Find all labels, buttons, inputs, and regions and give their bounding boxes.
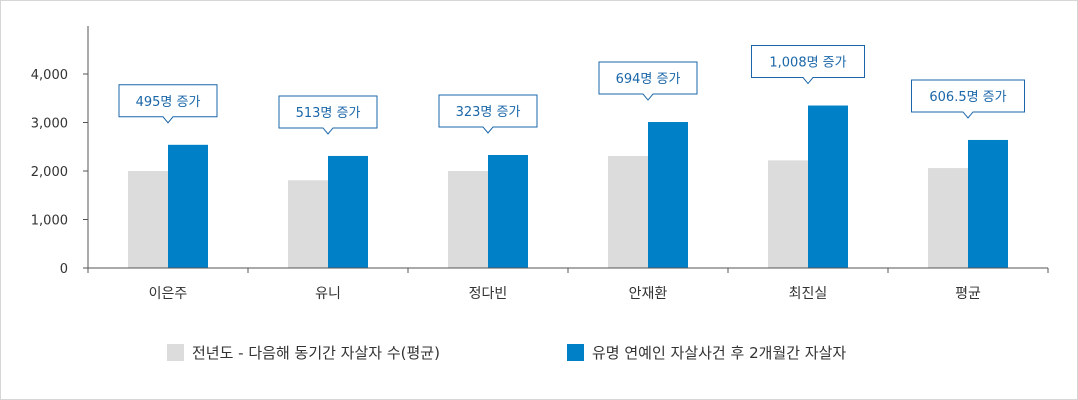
bar-prev: [128, 171, 168, 268]
callout-box: [278, 95, 378, 135]
bar-prev: [448, 171, 488, 268]
callout-box: [118, 84, 218, 124]
y-tick-label: 0: [60, 262, 68, 277]
legend-label-prev: 전년도 - 다음해 동기간 자살자 수(평균): [192, 344, 440, 362]
x-category-label: 평균: [955, 286, 981, 302]
y-tick-label: 4,000: [31, 68, 68, 83]
bar-after: [168, 144, 208, 268]
x-category-label: 유니: [315, 286, 341, 302]
bar-prev: [608, 155, 648, 268]
x-category-label: 이은주: [149, 286, 188, 302]
bar-after: [328, 155, 368, 268]
callout-label: 606.5명 증가: [929, 90, 1006, 105]
legend-swatch-prev: [167, 344, 184, 361]
callout-box: [911, 79, 1025, 119]
bar-after: [648, 122, 688, 268]
legend-item-after: 유명 연예인 자살사건 후 2개월간 자살자: [567, 342, 846, 363]
legend-swatch-after: [567, 344, 584, 361]
bar-after: [488, 154, 528, 268]
bar-prev: [288, 180, 328, 268]
bar-prev: [768, 160, 808, 268]
callout-box: [598, 61, 698, 101]
x-category-label: 안재환: [629, 286, 668, 302]
legend-label-after: 유명 연예인 자살사건 후 2개월간 자살자: [592, 344, 847, 362]
legend-item-prev: 전년도 - 다음해 동기간 자살자 수(평균): [167, 342, 440, 363]
callout-label: 1,008명 증가: [769, 56, 846, 71]
y-tick-label: 2,000: [31, 165, 68, 180]
callout-label: 323명 증가: [456, 105, 521, 120]
callout-label: 513명 증가: [296, 106, 361, 121]
bar-after: [808, 105, 848, 269]
callout-box: [751, 45, 865, 85]
callout-box: [438, 94, 538, 134]
x-category-label: 최진실: [789, 286, 828, 302]
y-tick-label: 3,000: [31, 117, 68, 132]
callout-label: 495명 증가: [136, 95, 201, 110]
y-tick-label: 1,000: [31, 214, 68, 229]
x-category-label: 정다빈: [469, 286, 508, 302]
bar-after: [968, 139, 1008, 268]
bar-prev: [928, 168, 968, 268]
callout-label: 694명 증가: [616, 72, 681, 87]
